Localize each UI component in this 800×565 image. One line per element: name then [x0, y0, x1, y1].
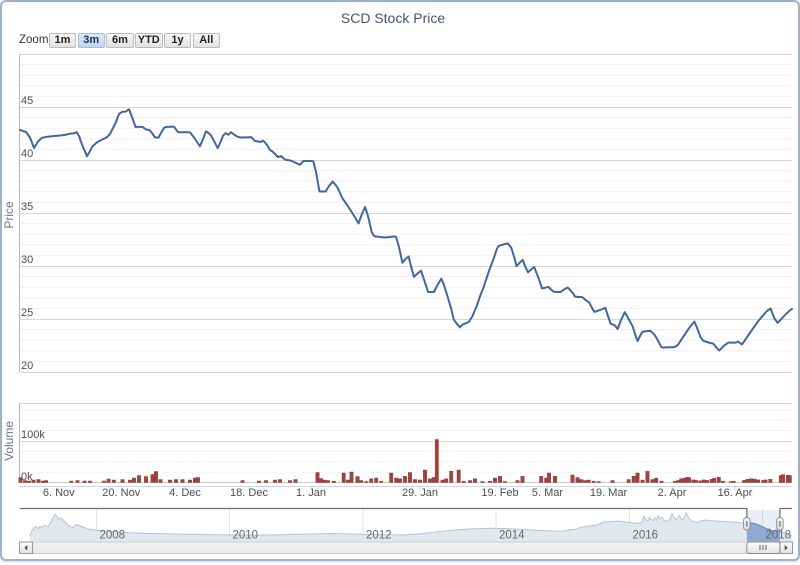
- svg-text:2012: 2012: [366, 530, 392, 542]
- svg-text:25: 25: [21, 307, 33, 319]
- svg-text:2016: 2016: [633, 530, 659, 542]
- svg-text:18. Dec: 18. Dec: [230, 487, 268, 499]
- svg-text:6. Nov: 6. Nov: [43, 487, 75, 499]
- svg-text:19. Mar: 19. Mar: [590, 487, 628, 499]
- svg-text:29. Jan: 29. Jan: [402, 487, 438, 499]
- svg-text:2010: 2010: [233, 530, 259, 542]
- svg-text:30: 30: [21, 254, 33, 266]
- svg-text:0k: 0k: [21, 471, 33, 483]
- svg-text:1. Jan: 1. Jan: [296, 487, 326, 499]
- svg-text:2. Apr: 2. Apr: [658, 487, 687, 499]
- svg-text:40: 40: [21, 148, 33, 160]
- svg-text:4. Dec: 4. Dec: [169, 487, 201, 499]
- svg-text:5. Mar: 5. Mar: [532, 487, 564, 499]
- svg-text:100k: 100k: [21, 429, 45, 441]
- svg-text:45: 45: [21, 95, 33, 107]
- svg-text:20. Nov: 20. Nov: [102, 487, 140, 499]
- svg-text:19. Feb: 19. Feb: [481, 487, 518, 499]
- svg-text:20: 20: [21, 360, 33, 372]
- svg-text:2008: 2008: [100, 530, 126, 542]
- svg-text:2014: 2014: [499, 530, 525, 542]
- svg-text:2018: 2018: [766, 530, 792, 542]
- svg-text:35: 35: [21, 201, 33, 213]
- svg-text:16. Apr: 16. Apr: [718, 487, 753, 499]
